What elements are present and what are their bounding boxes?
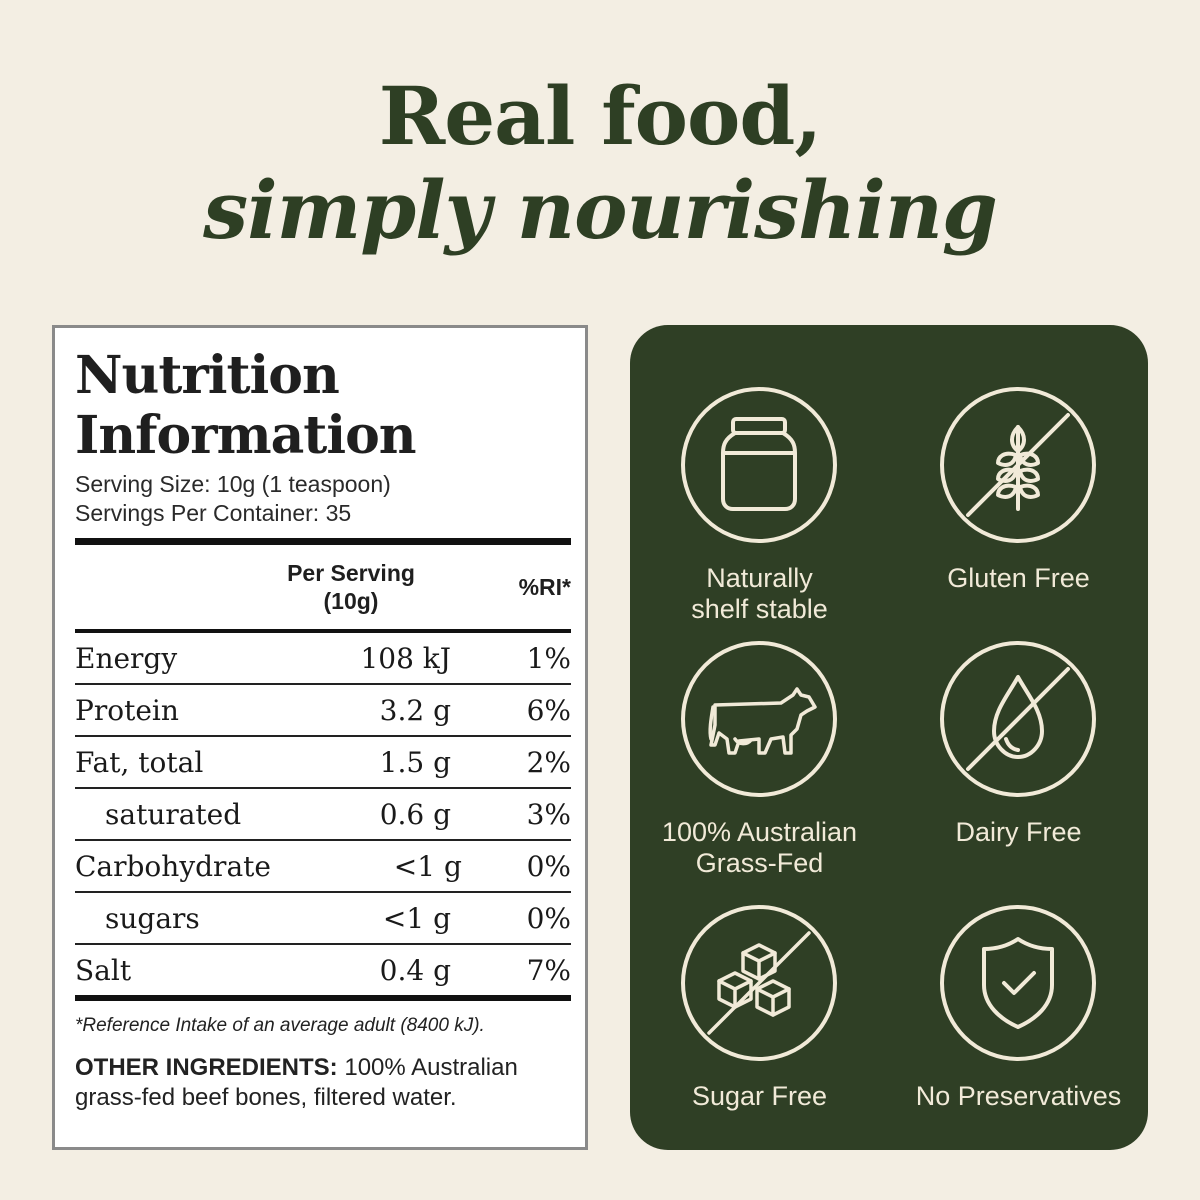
ingredients: OTHER INGREDIENTS: 100% Australian grass… (75, 1053, 571, 1113)
nutrient-name: sugars (105, 901, 200, 935)
table-row: saturated 0.6 g 3% (75, 789, 571, 841)
nutrient-per-serving: <1 g (393, 849, 462, 883)
nutrient-ri: 2% (526, 745, 571, 779)
nutrient-name: Protein (75, 693, 179, 727)
nutrient-per-serving: 0.4 g (379, 953, 451, 987)
feature-label-line-1: Sugar Free (691, 1081, 828, 1111)
ingredients-text: 100% Australian grass-fed beef bones, fi… (75, 1054, 518, 1111)
feature-label: Naturally shelf stable (630, 563, 889, 625)
nutrient-per-serving: <1 g (382, 901, 451, 935)
divider-header (75, 629, 571, 633)
col-per-serving-line-2: (10g) (323, 588, 379, 614)
table-row: Carbohydrate <1 g 0% (75, 841, 571, 893)
serving-info: Serving Size: 10g (1 teaspoon) Servings … (75, 470, 571, 528)
feature-label-line-1: Dairy Free (955, 817, 1082, 847)
servings-per-container: Servings Per Container: 35 (75, 500, 352, 526)
nutrition-title-line-2: Information (75, 405, 417, 466)
serving-size: Serving Size: 10g (1 teaspoon) (75, 471, 391, 497)
nutrient-per-serving: 108 kJ (360, 641, 451, 675)
nutrient-ri: 7% (526, 953, 571, 987)
headline: Real food, simply nourishing (0, 70, 1200, 258)
col-ri: %RI* (518, 573, 571, 600)
col-per-serving: Per Serving (10g) (241, 559, 451, 615)
nutrient-name: saturated (105, 797, 242, 831)
feature-label: Dairy Free (889, 817, 1148, 848)
feature-label: Sugar Free (630, 1081, 889, 1112)
feature-label-line-2: Grass-Fed (695, 848, 824, 878)
nutrient-name: Fat, total (75, 745, 204, 779)
no-wheat-icon (940, 387, 1096, 543)
headline-line-1: Real food, (378, 69, 822, 163)
nutrient-name: Salt (75, 953, 132, 987)
nutrient-ri: 3% (526, 797, 571, 831)
jar-icon (681, 387, 837, 543)
nutrient-name: Energy (75, 641, 178, 675)
nutrient-name: Carbohydrate (75, 849, 271, 883)
feature-label: Gluten Free (889, 563, 1148, 594)
nutrient-ri: 1% (526, 641, 571, 675)
cow-icon (681, 641, 837, 797)
ingredients-label: OTHER INGREDIENTS: (75, 1054, 338, 1081)
nutrient-per-serving: 0.6 g (379, 797, 452, 831)
feature-label: 100% Australian Grass-Fed (630, 817, 889, 879)
table-row: Energy 108 kJ 1% (75, 633, 571, 685)
nutrition-title-line-1: Nutrition (75, 345, 340, 406)
no-milk-drop-icon (940, 641, 1096, 797)
feature-label-line-1: Naturally (706, 563, 813, 593)
reference-footnote: *Reference Intake of an average adult (8… (75, 1015, 485, 1036)
table-row: Fat, total 1.5 g 2% (75, 737, 571, 789)
nutrient-ri: 0% (526, 901, 571, 935)
nutrient-per-serving: 1.5 g (379, 745, 451, 779)
divider-thick (75, 538, 571, 545)
nutrient-per-serving: 3.2 g (379, 693, 451, 727)
no-sugar-cubes-icon (681, 905, 837, 1061)
nutrient-ri: 0% (526, 849, 571, 883)
shield-check-icon (940, 905, 1096, 1061)
table-row: Protein 3.2 g 6% (75, 685, 571, 737)
feature-label-line-1: No Preservatives (915, 1081, 1122, 1111)
table-row: Salt 0.4 g 7% (75, 945, 571, 1001)
feature-label-line-1: Gluten Free (947, 563, 1090, 593)
feature-label-line-1: 100% Australian (661, 817, 858, 847)
nutrient-ri: 6% (526, 693, 571, 727)
nutrition-panel: Nutrition Information Serving Size: 10g … (52, 325, 588, 1150)
headline-line-2: simply nourishing (203, 163, 998, 257)
col-per-serving-line-1: Per Serving (287, 560, 415, 586)
feature-label-line-2: shelf stable (691, 594, 828, 624)
feature-label: No Preservatives (889, 1081, 1148, 1112)
table-header: Per Serving (10g) %RI* (75, 545, 571, 629)
table-row: sugars <1 g 0% (75, 893, 571, 945)
nutrition-title: Nutrition Information (75, 346, 571, 466)
features-panel: Naturally shelf stable Gluten Free (630, 325, 1148, 1150)
